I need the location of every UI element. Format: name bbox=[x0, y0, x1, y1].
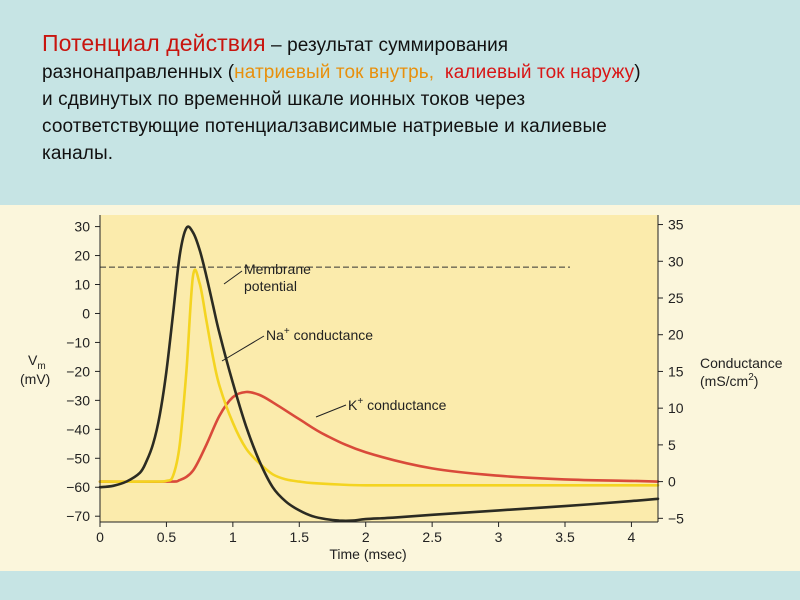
y-right-tick-label: 0 bbox=[668, 474, 676, 490]
x-tick-label: 1 bbox=[229, 529, 237, 545]
x-tick-label: 0 bbox=[96, 529, 104, 545]
membrane-potential-line bbox=[98, 225, 660, 523]
sodium-label-leader bbox=[221, 335, 265, 362]
x-tick-label: 0.5 bbox=[157, 529, 177, 545]
sodium-label: Na+ conductance bbox=[266, 326, 373, 343]
y-right-tick-label: 20 bbox=[668, 327, 684, 343]
slide-heading: Потенциал действия – результат суммирова… bbox=[42, 30, 762, 167]
y-right-tick-label: 25 bbox=[668, 290, 684, 306]
potassium-label: K+ conductance bbox=[348, 396, 447, 413]
membrane-label-leader bbox=[223, 270, 243, 285]
heading-potassium-current: калиевый ток наружу bbox=[444, 62, 635, 83]
potassium-label-sup: + bbox=[357, 396, 363, 407]
y-right-tick-label: 15 bbox=[668, 363, 684, 379]
y-right-tick-label: 30 bbox=[668, 253, 684, 269]
y-right-label: Conductance bbox=[700, 355, 783, 371]
action-potential-chart: 3020100−10−20−30−40−50−60−70353025201510… bbox=[20, 215, 783, 562]
y-right-unit-sup: 2 bbox=[748, 372, 754, 383]
y-right-tick-label: −5 bbox=[668, 510, 684, 526]
heading-gap bbox=[434, 62, 445, 83]
heading-sodium-current: натриевый ток внутрь, bbox=[234, 62, 435, 83]
potassium-label-leader bbox=[315, 404, 347, 418]
heading-line2-start: разнонаправленных ( bbox=[42, 62, 235, 83]
y-right-unit: (mS/cm2) bbox=[700, 372, 758, 389]
y-left-tick-label: 30 bbox=[74, 219, 90, 235]
y-left-tick-label: 20 bbox=[74, 248, 90, 264]
y-left-tick-label: −20 bbox=[66, 363, 90, 379]
y-left-tick-label: −50 bbox=[66, 450, 90, 466]
y-left-tick-label: 0 bbox=[82, 305, 90, 321]
heading-close-paren: ) bbox=[634, 62, 641, 83]
x-tick-label: 1.5 bbox=[290, 529, 310, 545]
y-left-tick-label: −40 bbox=[66, 421, 90, 437]
plot-area bbox=[100, 215, 658, 522]
potassium-label-main: K bbox=[348, 397, 358, 413]
sodium-label-rest: conductance bbox=[290, 327, 373, 343]
sodium-conductance-line bbox=[98, 268, 660, 487]
x-tick-label: 2 bbox=[362, 529, 370, 545]
y-right-tick-label: 10 bbox=[668, 400, 684, 416]
slide-header: Потенциал действия – результат суммирова… bbox=[0, 0, 800, 205]
y-right-tick-label: 35 bbox=[668, 217, 684, 233]
y-left-label-sub: m bbox=[37, 361, 45, 372]
heading-title: Потенциал действия bbox=[42, 30, 266, 56]
y-left-tick-label: 10 bbox=[74, 277, 90, 293]
y-left-tick-label: −30 bbox=[66, 392, 90, 408]
heading-line3: и сдвинутых по временной шкале ионных то… bbox=[42, 89, 526, 110]
y-left-tick-label: −10 bbox=[66, 334, 90, 350]
heading-line4: соответствующие потенциалзависимые натри… bbox=[42, 116, 607, 137]
x-axis-label: Time (msec) bbox=[329, 546, 406, 562]
x-tick-label: 2.5 bbox=[422, 529, 442, 545]
y-left-tick-label: −60 bbox=[66, 479, 90, 495]
y-left-label-main: V bbox=[28, 352, 38, 368]
heading-line5: каналы. bbox=[42, 143, 114, 164]
x-tick-label: 3 bbox=[495, 529, 503, 545]
y-left-label: Vm bbox=[28, 352, 46, 372]
y-right-tick-label: 5 bbox=[668, 437, 676, 453]
x-tick-label: 3.5 bbox=[555, 529, 575, 545]
y-left-tick-label: −70 bbox=[66, 508, 90, 524]
potassium-conductance-line bbox=[98, 390, 660, 484]
potassium-label-rest: conductance bbox=[363, 397, 446, 413]
sodium-label-main: Na bbox=[266, 327, 284, 343]
chart-figure: 30 20 10 0 −10 −20 −30 −40 −50 −60 −70 35 30 25 20 15 10… bbox=[0, 205, 800, 571]
slide-footer-band bbox=[0, 571, 800, 600]
x-tick-label: 4 bbox=[628, 529, 636, 545]
y-right-unit-post: ) bbox=[754, 373, 759, 389]
sodium-label-sup: + bbox=[284, 326, 290, 337]
y-right-unit-pre: (mS/cm bbox=[700, 373, 748, 389]
y-left-unit: (mV) bbox=[20, 371, 50, 387]
heading-dash: – bbox=[265, 35, 288, 56]
membrane-label-line1: Membrane bbox=[244, 261, 311, 277]
membrane-label-line2: potential bbox=[244, 278, 297, 294]
heading-line1: результат суммирования bbox=[287, 35, 509, 56]
